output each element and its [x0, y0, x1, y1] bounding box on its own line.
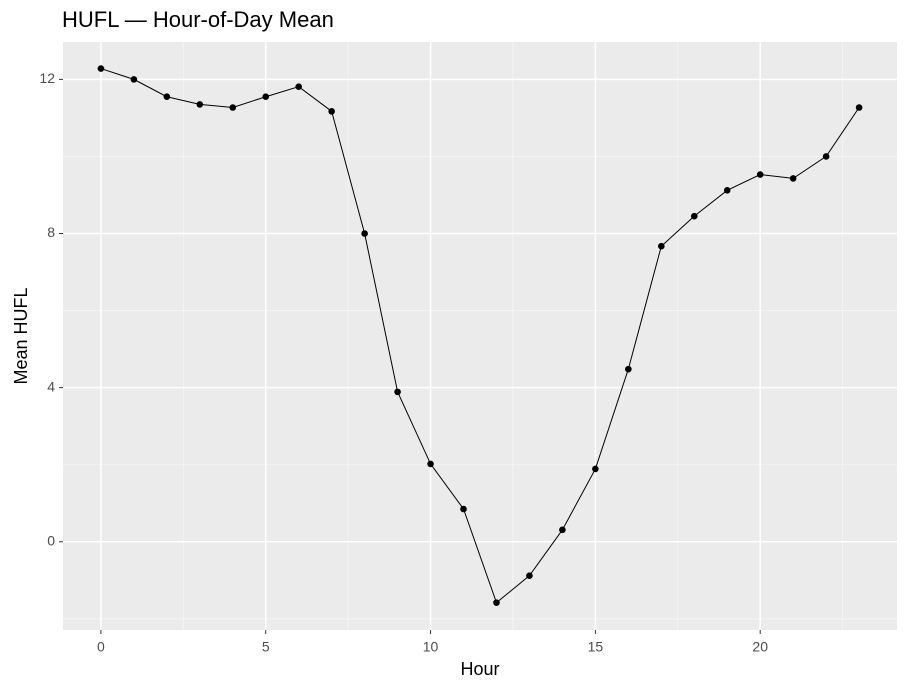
- point: [130, 76, 138, 83]
- chart-title: HUFL — Hour-of-Day Mean: [62, 7, 334, 32]
- point: [855, 104, 863, 111]
- point: [97, 65, 105, 72]
- point: [328, 108, 335, 115]
- x-tick-label: 10: [423, 639, 439, 655]
- x-tick-label: 5: [262, 639, 270, 655]
- y-tick-label: 12: [39, 70, 55, 86]
- point: [723, 187, 731, 194]
- x-axis-label: Hour: [460, 659, 499, 679]
- point: [625, 365, 632, 373]
- point: [361, 230, 368, 237]
- point: [822, 153, 830, 160]
- marks: [97, 65, 863, 606]
- line: [100, 68, 860, 604]
- point: [229, 104, 237, 111]
- y-tick-label: 4: [47, 378, 55, 394]
- y-tick-label: 8: [47, 224, 55, 240]
- point: [394, 388, 401, 396]
- point: [493, 599, 500, 606]
- panel: [63, 42, 897, 630]
- point: [460, 505, 467, 513]
- point: [262, 93, 270, 101]
- x-tick-label: 0: [97, 639, 105, 655]
- grid: [63, 42, 897, 630]
- point: [658, 242, 665, 250]
- x-tick-label: 20: [752, 639, 768, 655]
- y-axis-label: Mean HUFL: [11, 287, 31, 384]
- point: [559, 526, 566, 534]
- point: [196, 101, 204, 108]
- x-tick-label: 15: [588, 639, 604, 655]
- point: [756, 171, 764, 178]
- point: [163, 93, 171, 101]
- point: [690, 212, 698, 220]
- point: [295, 83, 302, 90]
- point: [592, 465, 599, 473]
- point: [427, 460, 434, 468]
- y-tick-label: 0: [47, 532, 55, 548]
- point: [526, 572, 533, 579]
- point: [789, 175, 797, 182]
